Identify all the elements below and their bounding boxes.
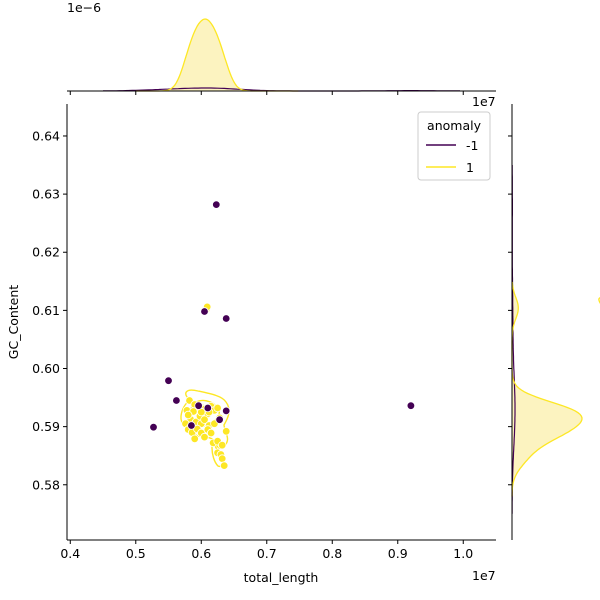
- right-marginal-panel: 1e7: [472, 94, 583, 540]
- scatter-point-anomaly: [212, 200, 221, 209]
- top-marginal-ticks: [69, 91, 464, 95]
- scatter-point-anomaly: [215, 415, 224, 424]
- x-axis-offset-label: 1e7: [472, 568, 496, 583]
- legend-label-pos: 1: [466, 160, 474, 175]
- legend: anomaly -1 1: [417, 111, 491, 181]
- y-tick-label: 0.58: [32, 477, 60, 492]
- y-tick-label: 0.62: [32, 245, 60, 260]
- scatter-point-anomaly: [164, 376, 173, 385]
- scatter-point-anomaly: [200, 307, 209, 316]
- scatter-point-normal: [217, 454, 227, 463]
- right-marginal-kde-fill: [512, 281, 582, 497]
- main-plot-area: 0.4 0.5 0.6 0.7 0.8 0.9 1.0 0.580.590.600.610.…: [6, 104, 600, 585]
- y-tick-label: 0.59: [32, 419, 60, 434]
- scatter-point-anomaly: [221, 314, 231, 323]
- right-marginal-offset-label: 1e7: [472, 94, 496, 109]
- legend-title: anomaly: [427, 118, 482, 133]
- scatter-point-normal: [183, 410, 193, 420]
- scatter-point-normal: [219, 461, 229, 470]
- legend-label-neg: -1: [466, 138, 478, 153]
- y-axis-ticks: 0.58 0.59 0.60 0.61 0.62 0.63 0.64: [32, 128, 67, 492]
- scatter-point-normal: [206, 428, 216, 438]
- scatter-point-normal: [217, 441, 227, 450]
- right-marginal-ticks: [508, 135, 512, 486]
- top-marginal-panel: 1e−6: [67, 0, 496, 95]
- kde-contour-upper: [598, 297, 600, 304]
- right-marginal-kde-line: [511, 281, 583, 497]
- x-axis-title: total_length: [244, 570, 319, 585]
- x-tick-label: 0.6: [191, 546, 211, 561]
- scatter-point-anomaly: [194, 401, 203, 410]
- scatter-point-normal: [221, 427, 231, 436]
- y-axis-title: GC_Content: [6, 285, 21, 359]
- y-tick-label: 0.64: [32, 128, 60, 143]
- top-marginal-kde-fill: [135, 19, 299, 91]
- legend-frame: [417, 111, 491, 181]
- scatter-point-anomaly: [172, 396, 181, 405]
- scatter-point-anomaly: [203, 403, 212, 413]
- y-tick-label: 0.60: [32, 361, 60, 376]
- scatter-point-anomaly: [187, 421, 196, 430]
- x-tick-label: 0.7: [257, 546, 277, 561]
- scatter-point-anomaly: [221, 406, 231, 416]
- x-tick-label: 1.0: [453, 546, 473, 561]
- y-tick-label: 0.61: [32, 303, 60, 318]
- scatter-point-normal: [190, 434, 199, 443]
- top-marginal-offset-label: 1e−6: [67, 0, 101, 15]
- scatter-point-anomaly: [406, 401, 416, 410]
- scatter-point-normal: [213, 403, 222, 413]
- scatter-points: [149, 200, 416, 470]
- scatter-point-anomaly: [149, 423, 158, 432]
- scatter-point-normal: [200, 415, 209, 424]
- y-tick-label: 0.63: [32, 187, 60, 202]
- x-axis-ticks: 0.4 0.5 0.6 0.7 0.8 0.9 1.0: [60, 540, 473, 561]
- x-tick-label: 0.4: [60, 546, 80, 561]
- scatter-point-normal: [200, 432, 209, 442]
- x-tick-label: 0.9: [388, 546, 408, 561]
- x-tick-label: 0.8: [322, 546, 342, 561]
- x-tick-label: 0.5: [126, 546, 146, 561]
